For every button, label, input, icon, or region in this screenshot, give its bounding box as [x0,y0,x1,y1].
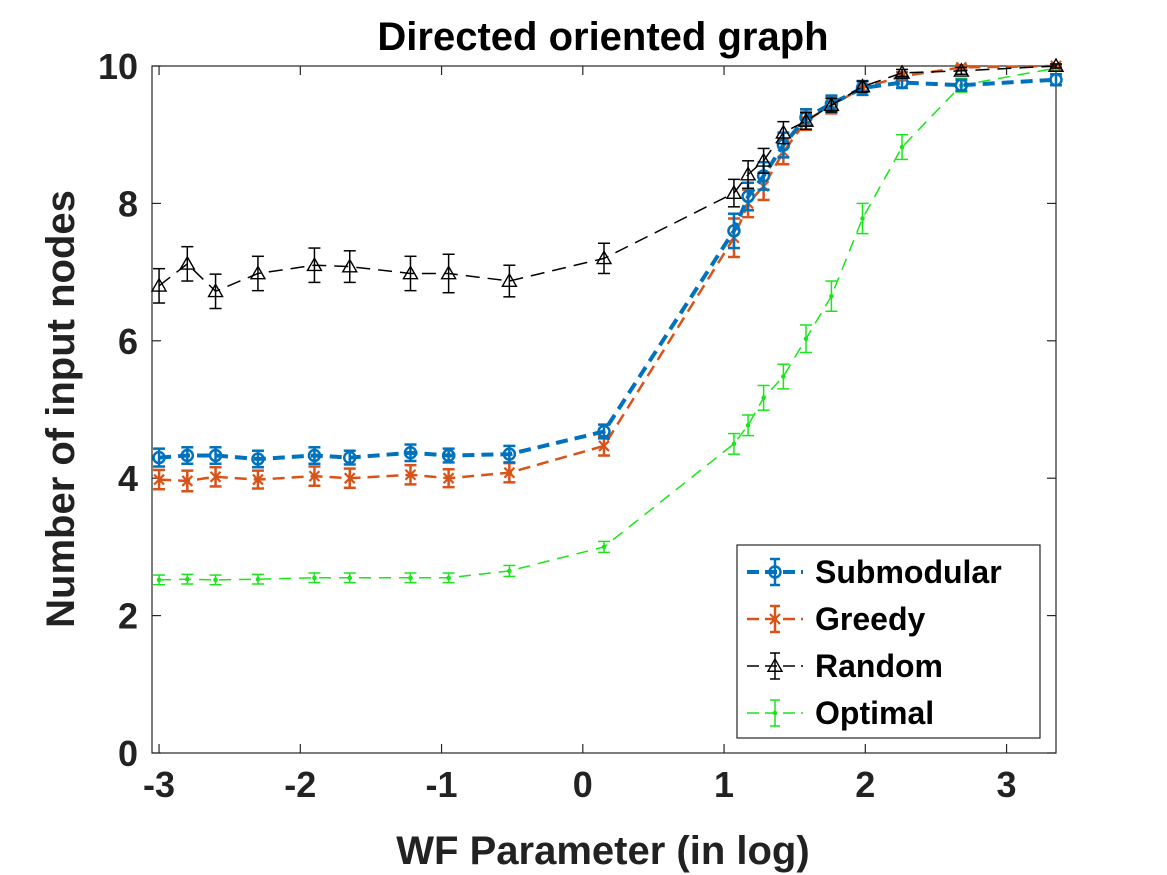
data-point [745,423,751,428]
data-point [252,473,264,486]
data-point [1049,72,1063,87]
data-point [156,577,162,583]
data-point [251,452,265,466]
data-point [854,78,871,93]
y-axis-label: Number of input nodes [39,190,83,628]
x-tick-label: -1 [426,764,458,805]
y-tick-label: 0 [118,733,138,774]
legend-swatch-marker [772,710,778,716]
data-point [725,184,743,200]
data-point [249,265,267,280]
data-point [739,166,757,181]
legend-item-optimal: Optimal [747,695,934,731]
y-tick-label: 6 [118,321,138,362]
data-point [441,448,456,463]
data-point [306,256,323,272]
series-random [150,57,1065,310]
data-point [308,470,321,482]
data-point [731,441,737,447]
legend-item-greedy: Greedy [747,601,925,637]
legend-label: Random [815,648,943,684]
legend-swatch-marker [769,613,781,625]
y-tick-label: 8 [118,183,138,224]
data-point [953,62,970,77]
legend-item-random: Random [747,648,943,684]
x-tick-label: 1 [714,764,734,805]
data-point [402,265,419,280]
data-point [403,446,418,460]
data-point [185,576,190,582]
data-point [601,544,607,550]
data-point [408,575,413,581]
legend-swatch-marker [768,565,782,579]
data-point [893,64,911,79]
data-point [343,472,356,484]
data-point [803,336,809,342]
data-point [341,258,358,273]
data-point [207,282,224,298]
data-point [797,112,815,127]
plot-frame [151,65,1057,754]
data-point [741,189,755,204]
data-point [595,249,613,265]
data-point [502,447,517,461]
data-point [823,96,840,112]
y-tick-label: 10 [98,46,138,87]
data-point [503,466,516,479]
data-point [597,424,611,439]
legend-label: Optimal [815,695,934,731]
series-optimal [153,64,1062,586]
x-tick-label: 0 [573,764,593,805]
y-tick-label: 4 [118,458,138,499]
x-tick-label: -2 [284,764,316,805]
x-tick-label: 3 [997,764,1017,805]
legend-box [736,544,1041,739]
data-point [761,395,766,401]
x-axis-label: WF Parameter (in log) [396,829,809,873]
y-tick-label: 2 [118,596,138,637]
data-point [343,450,357,465]
data-point [440,265,457,280]
series-line [159,67,1057,581]
data-point [727,224,741,238]
data-point [179,255,196,270]
data-point [501,272,518,287]
data-point [860,216,865,221]
data-point [404,468,417,481]
data-point [180,448,195,463]
data-point [213,577,218,583]
x-tick-label: 2 [855,764,875,805]
data-point [152,450,166,465]
data-point [507,568,512,574]
data-point [598,440,610,452]
data-point [446,575,451,581]
data-point [954,78,969,92]
data-point [775,124,792,139]
chart-title: Directed oriented graph [377,15,828,59]
legend-label: Greedy [815,601,925,637]
data-point [347,575,353,581]
data-point [153,473,165,486]
series-submodular [152,72,1063,469]
series-line [158,77,1057,462]
data-point [755,152,772,167]
data-point [150,277,168,292]
x-tick-label: -3 [143,764,175,805]
legend-item-submodular: Submodular [747,554,1002,590]
data-point [209,471,222,483]
series-line [159,64,1057,483]
data-point [899,144,905,150]
legend-swatch-marker [766,657,784,672]
data-point [307,448,322,463]
data-point [312,575,317,581]
data-point [208,448,223,463]
data-point [781,374,786,379]
data-point [442,472,455,484]
legend-label: Submodular [815,554,1002,590]
data-point [255,576,261,582]
data-point [181,475,194,487]
data-point [829,293,834,299]
data-point [1047,57,1065,72]
